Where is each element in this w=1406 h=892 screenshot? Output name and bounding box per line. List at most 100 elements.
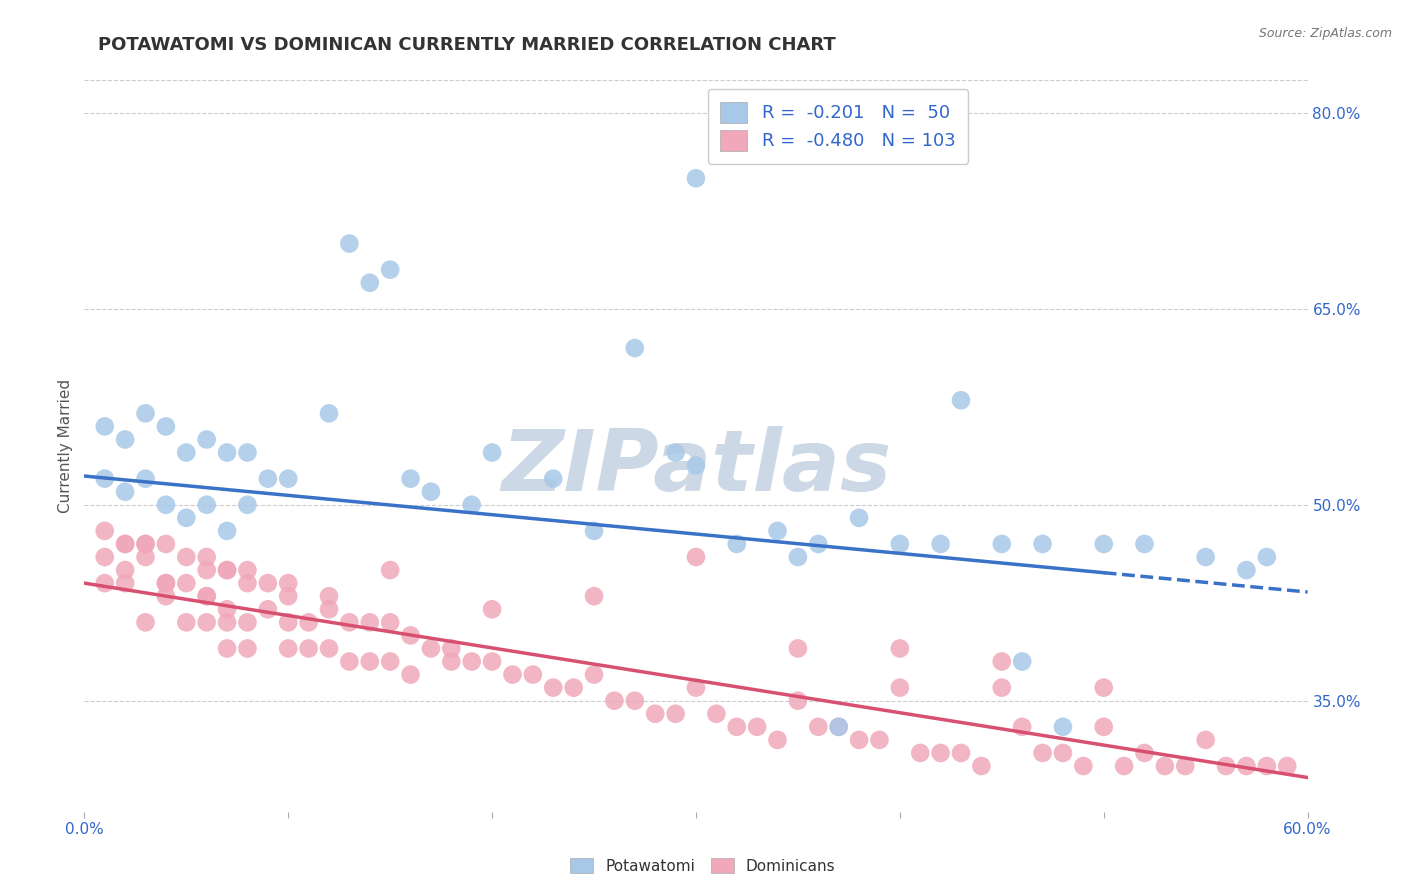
- Point: [339, 655, 361, 669]
- Point: [440, 641, 463, 656]
- Point: [562, 681, 585, 695]
- Point: [991, 681, 1014, 695]
- Point: [399, 628, 422, 642]
- Point: [665, 706, 688, 721]
- Point: [747, 720, 769, 734]
- Text: ZIPatlas: ZIPatlas: [501, 426, 891, 509]
- Point: [257, 576, 280, 591]
- Point: [217, 641, 239, 656]
- Point: [848, 732, 870, 747]
- Point: [114, 433, 136, 447]
- Point: [277, 589, 299, 603]
- Point: [787, 549, 810, 564]
- Point: [1277, 759, 1299, 773]
- Y-axis label: Currently Married: Currently Married: [58, 379, 73, 513]
- Point: [502, 667, 524, 681]
- Point: [114, 576, 136, 591]
- Point: [339, 615, 361, 630]
- Point: [298, 641, 321, 656]
- Point: [174, 445, 197, 459]
- Point: [236, 576, 259, 591]
- Point: [440, 655, 463, 669]
- Point: [481, 445, 503, 459]
- Point: [236, 563, 259, 577]
- Point: [950, 746, 973, 760]
- Point: [135, 537, 157, 551]
- Point: [236, 498, 259, 512]
- Point: [543, 681, 565, 695]
- Point: [93, 549, 115, 564]
- Point: [685, 681, 707, 695]
- Point: [174, 576, 197, 591]
- Point: [970, 759, 993, 773]
- Point: [1011, 720, 1033, 734]
- Point: [889, 641, 911, 656]
- Point: [155, 419, 177, 434]
- Point: [135, 615, 157, 630]
- Point: [1092, 720, 1115, 734]
- Point: [114, 484, 136, 499]
- Text: POTAWATOMI VS DOMINICAN CURRENTLY MARRIED CORRELATION CHART: POTAWATOMI VS DOMINICAN CURRENTLY MARRIE…: [98, 36, 837, 54]
- Point: [217, 563, 239, 577]
- Point: [217, 615, 239, 630]
- Point: [339, 236, 361, 251]
- Point: [725, 720, 748, 734]
- Point: [624, 341, 647, 355]
- Point: [318, 602, 340, 616]
- Point: [624, 694, 647, 708]
- Point: [93, 576, 115, 591]
- Point: [217, 445, 239, 459]
- Legend: Potawatomi, Dominicans: Potawatomi, Dominicans: [564, 852, 842, 880]
- Point: [1092, 681, 1115, 695]
- Point: [1052, 720, 1074, 734]
- Point: [174, 549, 197, 564]
- Point: [93, 524, 115, 538]
- Point: [603, 694, 626, 708]
- Point: [1236, 563, 1258, 577]
- Legend: R =  -0.201   N =  50, R =  -0.480   N = 103: R = -0.201 N = 50, R = -0.480 N = 103: [707, 89, 969, 163]
- Point: [217, 524, 239, 538]
- Point: [725, 537, 748, 551]
- Point: [399, 472, 422, 486]
- Point: [195, 589, 218, 603]
- Point: [766, 524, 789, 538]
- Point: [1215, 759, 1237, 773]
- Point: [1052, 746, 1074, 760]
- Point: [685, 458, 707, 473]
- Point: [1133, 537, 1156, 551]
- Point: [155, 576, 177, 591]
- Point: [114, 563, 136, 577]
- Point: [1256, 759, 1278, 773]
- Point: [257, 472, 280, 486]
- Point: [1032, 537, 1054, 551]
- Point: [318, 406, 340, 420]
- Point: [114, 537, 136, 551]
- Point: [155, 537, 177, 551]
- Point: [420, 484, 443, 499]
- Point: [869, 732, 891, 747]
- Point: [195, 433, 218, 447]
- Text: Source: ZipAtlas.com: Source: ZipAtlas.com: [1258, 27, 1392, 40]
- Point: [481, 602, 503, 616]
- Point: [807, 720, 830, 734]
- Point: [318, 641, 340, 656]
- Point: [1195, 549, 1218, 564]
- Point: [155, 576, 177, 591]
- Point: [195, 615, 218, 630]
- Point: [236, 641, 259, 656]
- Point: [93, 419, 115, 434]
- Point: [277, 472, 299, 486]
- Point: [155, 589, 177, 603]
- Point: [665, 445, 688, 459]
- Point: [1133, 746, 1156, 760]
- Point: [195, 549, 218, 564]
- Point: [1256, 549, 1278, 564]
- Point: [991, 655, 1014, 669]
- Point: [950, 393, 973, 408]
- Point: [380, 615, 402, 630]
- Point: [481, 655, 503, 669]
- Point: [644, 706, 666, 721]
- Point: [217, 602, 239, 616]
- Point: [910, 746, 932, 760]
- Point: [848, 511, 870, 525]
